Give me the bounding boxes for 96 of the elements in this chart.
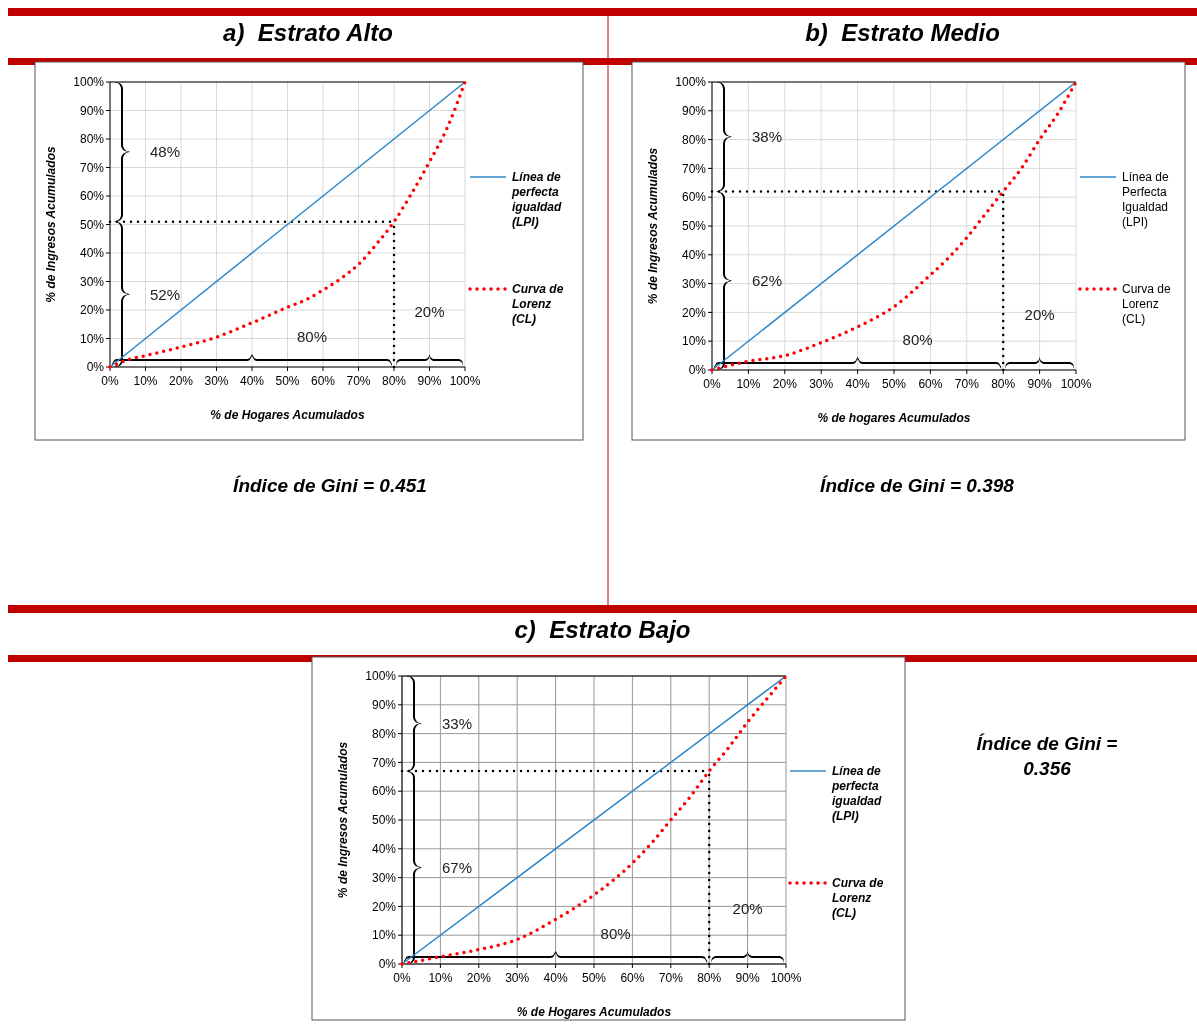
text: Índice de Gini = 0.356: [976, 733, 1118, 779]
annotation: 52%: [149, 285, 181, 303]
y-tick-label: 20%: [79, 303, 105, 318]
y-tick-label: 10%: [681, 334, 707, 349]
legend-label: Línea de perfecta igualdad (LPI): [511, 170, 563, 230]
x-tick-label: 100%: [770, 971, 802, 985]
y-tick-label: 0%: [86, 360, 105, 375]
x-tick-label: 100%: [1060, 377, 1092, 391]
y-tick-label: 60%: [79, 189, 105, 204]
y-tick-label: 90%: [371, 698, 397, 712]
y-tick-label: 80%: [371, 726, 397, 741]
y-tick-label: 20%: [371, 899, 397, 914]
y-tick-label: 30%: [79, 274, 105, 289]
legend-label: Línea de Perfecta Igualdad (LPI): [1122, 170, 1170, 230]
annotation: 80%: [902, 331, 933, 349]
y-axis-title: % de Ingresos Acumulados: [646, 147, 660, 305]
y-tick-label: 50%: [79, 217, 105, 232]
y-tick-label: 90%: [79, 103, 105, 118]
annotation: 20%: [414, 303, 445, 321]
legend-label: Curva de Lorenz (CL): [512, 282, 564, 327]
y-axis-title: % de Ingresos Acumulados: [336, 741, 350, 899]
x-tick-label: 30%: [809, 377, 834, 391]
x-axis-title: % de Hogares Acumulados: [516, 1005, 672, 1019]
x-tick-label: 50%: [581, 971, 607, 985]
y-tick-label: 60%: [681, 190, 707, 205]
y-tick-label: 0%: [688, 363, 707, 378]
x-tick-label: 80%: [381, 374, 407, 388]
annotation: 62%: [751, 271, 783, 289]
chart-title: c) Estrato Bajo: [514, 616, 691, 643]
x-tick-label: 90%: [417, 374, 442, 388]
x-tick-label: 70%: [658, 971, 684, 985]
y-tick-label: 60%: [371, 784, 397, 799]
x-tick-label: 50%: [275, 374, 300, 388]
annotation: 80%: [600, 925, 631, 943]
y-tick-label: 70%: [79, 160, 105, 175]
x-tick-label: 80%: [697, 971, 722, 985]
y-tick-label: 10%: [371, 928, 397, 943]
legend-label: Curva de Lorenz (CL): [1122, 282, 1172, 327]
x-tick-label: 20%: [466, 971, 492, 985]
y-tick-label: 100%: [365, 669, 397, 684]
x-tick-label: 90%: [735, 971, 760, 985]
x-tick-label: 10%: [736, 377, 761, 391]
x-tick-label: 10%: [133, 374, 158, 388]
x-tick-label: 40%: [543, 971, 568, 985]
x-tick-label: 0%: [703, 377, 721, 391]
x-tick-label: 80%: [991, 377, 1016, 391]
y-tick-label: 80%: [681, 132, 707, 147]
y-tick-label: 0%: [378, 957, 397, 972]
y-tick-label: 100%: [73, 75, 105, 90]
x-tick-label: 60%: [918, 377, 943, 391]
x-tick-label: 0%: [101, 374, 119, 388]
legend-label: Curva de Lorenz (CL): [832, 876, 884, 921]
y-tick-label: 10%: [79, 331, 105, 346]
x-tick-label: 40%: [845, 377, 870, 391]
text: Índice de Gini = 0.451: [233, 475, 427, 496]
x-tick-label: 10%: [428, 971, 453, 985]
y-tick-label: 100%: [675, 75, 707, 90]
y-tick-label: 40%: [79, 246, 105, 261]
x-tick-label: 40%: [239, 374, 265, 388]
y-tick-label: 50%: [681, 219, 707, 234]
chart-title: b) Estrato Medio: [805, 19, 1000, 46]
annotation: 33%: [441, 714, 473, 732]
x-tick-label: 70%: [346, 374, 371, 388]
annotation: 20%: [732, 900, 763, 918]
chart-title: a) Estrato Alto: [223, 19, 393, 46]
x-axis-title: % de Hogares Acumulados: [210, 408, 365, 422]
x-tick-label: 60%: [310, 374, 336, 388]
legend-label: Línea de perfecta igualdad (LPI): [831, 764, 883, 824]
y-tick-label: 70%: [681, 161, 707, 176]
x-tick-label: 20%: [168, 374, 194, 388]
x-tick-label: 100%: [449, 374, 481, 388]
text: Índice de Gini = 0.398: [820, 475, 1015, 496]
x-tick-label: 20%: [772, 377, 798, 391]
annotation: 67%: [441, 858, 473, 876]
y-tick-label: 40%: [371, 842, 397, 856]
y-tick-label: 40%: [681, 248, 707, 262]
annotation: 20%: [1024, 306, 1055, 324]
y-tick-label: 80%: [79, 132, 105, 147]
x-tick-label: 30%: [204, 374, 229, 388]
x-axis-title: % de hogares Acumulados: [817, 411, 971, 425]
y-tick-label: 30%: [681, 276, 707, 291]
y-tick-label: 90%: [681, 104, 707, 118]
x-tick-label: 30%: [505, 971, 530, 985]
y-tick-label: 50%: [371, 813, 397, 828]
x-tick-label: 60%: [620, 971, 645, 985]
x-tick-label: 50%: [881, 377, 907, 391]
y-tick-label: 20%: [681, 305, 707, 320]
y-tick-label: 30%: [371, 870, 397, 885]
x-tick-label: 0%: [393, 971, 411, 985]
y-axis-title: % de Ingresos Acumulados: [44, 146, 58, 303]
annotation: 80%: [296, 328, 328, 346]
annotation: 38%: [751, 127, 783, 145]
x-tick-label: 70%: [954, 377, 980, 391]
annotation: 48%: [149, 143, 181, 161]
y-tick-label: 70%: [371, 755, 397, 770]
x-tick-label: 90%: [1027, 377, 1052, 391]
